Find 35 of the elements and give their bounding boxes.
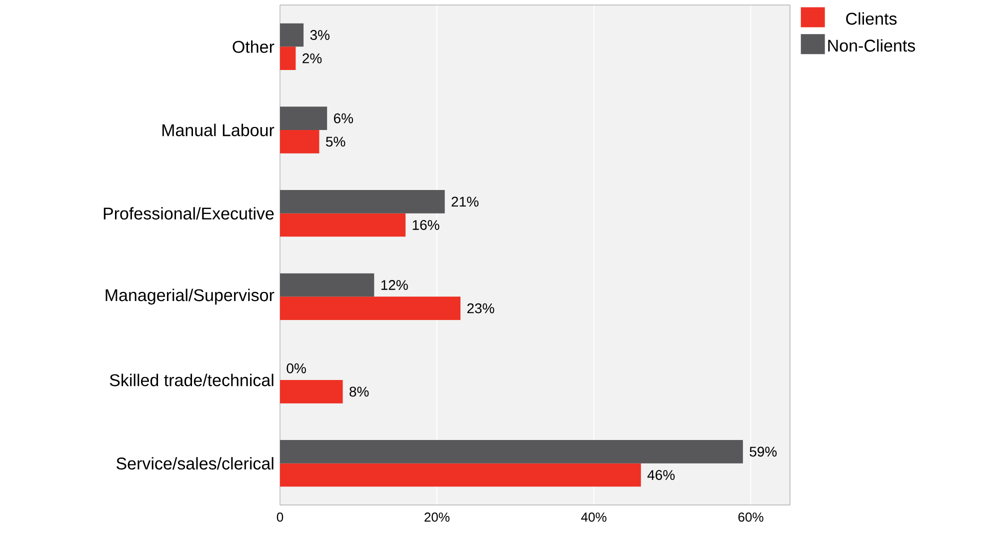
bar: [280, 106, 328, 130]
data-label: 23%: [467, 303, 494, 314]
bar: [280, 190, 445, 214]
x-tick-label: 20%: [424, 512, 450, 522]
y-tick-label: Skilled trade/technical: [110, 374, 274, 386]
data-label: 16%: [412, 220, 440, 230]
y-tick-label: Other: [232, 40, 274, 53]
x-tick-label: 40%: [581, 512, 606, 522]
data-label: 12%: [381, 280, 408, 290]
bar: [280, 463, 641, 487]
bar: [280, 380, 343, 404]
y-tick-label: Service/sales/clerical: [116, 457, 274, 470]
bar: [280, 46, 296, 70]
data-label: 5%: [326, 136, 346, 147]
data-label: 21%: [452, 196, 478, 207]
legend-label: Non-Clients: [828, 39, 916, 52]
data-label: 3%: [310, 30, 330, 40]
data-label: 46%: [647, 470, 675, 480]
bar: [280, 440, 743, 464]
data-label: 8%: [350, 386, 369, 397]
data-label: 59%: [750, 446, 777, 457]
data-label: 6%: [334, 113, 354, 124]
y-tick-label: Professional/Executive: [104, 207, 274, 220]
x-tick-label: 60%: [738, 512, 764, 522]
bar: [280, 273, 374, 297]
y-tick-label: Manual Labour: [162, 124, 274, 136]
data-label: 2%: [302, 53, 322, 64]
legend-label: Clients: [846, 12, 897, 25]
bar: [280, 130, 320, 154]
bar: [280, 23, 304, 47]
data-label: 0%: [286, 363, 306, 374]
x-tick-label: 0: [276, 512, 284, 522]
y-tick-label: Managerial/Supervisor: [106, 288, 274, 305]
bar: [280, 213, 406, 237]
bar: [280, 296, 460, 320]
